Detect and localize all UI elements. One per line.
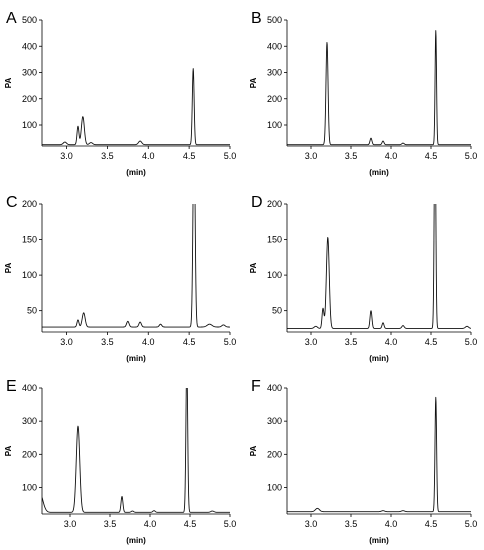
y-tick-label: 200 xyxy=(22,449,37,459)
y-tick-label: 100 xyxy=(267,120,282,130)
y-tick-label: 400 xyxy=(267,383,282,393)
x-tick-label: 3.5 xyxy=(345,337,358,347)
y-tick-label: 150 xyxy=(22,235,37,245)
y-tick-label: 300 xyxy=(267,68,282,78)
y-tick-label: 100 xyxy=(22,482,37,492)
y-tick-label: 200 xyxy=(267,199,282,209)
x-tick-label: 3.5 xyxy=(101,337,114,347)
x-axis-label: (min) xyxy=(369,536,389,545)
y-axis-label: PA xyxy=(249,78,258,89)
y-tick-label: 200 xyxy=(267,449,282,459)
y-tick-label: 100 xyxy=(22,270,37,280)
x-axis-label: (min) xyxy=(126,354,146,363)
y-axis-label: PA xyxy=(249,263,258,274)
x-tick-label: 3.0 xyxy=(305,151,318,161)
x-tick-label: 5.0 xyxy=(465,519,478,529)
chromatogram-trace xyxy=(42,204,231,328)
x-tick-label: 4.5 xyxy=(183,337,196,347)
x-tick-label: 4.5 xyxy=(425,519,438,529)
x-tick-label: 4.5 xyxy=(183,151,196,161)
y-tick-label: 500 xyxy=(267,15,282,25)
panel-letter: B xyxy=(251,10,262,27)
panel-c: 50 100 150 200 3.0 3.5 4.0 4.5 5.0 (min) PA C xyxy=(4,194,237,363)
panel-e: 100 200 300 400 3.0 3.5 4.0 4.5 5.0 (min) PA E xyxy=(4,378,237,545)
y-tick-label: 100 xyxy=(267,482,282,492)
x-tick-label: 4.0 xyxy=(385,519,398,529)
y-tick-label: 100 xyxy=(267,270,282,280)
x-tick-label: 3.0 xyxy=(305,337,318,347)
x-tick-label: 5.0 xyxy=(224,151,237,161)
chromatogram-trace xyxy=(287,30,472,146)
y-axis-label: PA xyxy=(4,78,13,89)
panel-letter: F xyxy=(251,378,261,395)
x-tick-label: 4.0 xyxy=(385,337,398,347)
x-tick-label: 4.5 xyxy=(425,151,438,161)
x-tick-label: 3.5 xyxy=(345,519,358,529)
x-tick-label: 4.0 xyxy=(142,151,155,161)
panel-letter: D xyxy=(251,194,263,211)
y-tick-label: 300 xyxy=(22,68,37,78)
panel-letter: C xyxy=(6,194,18,211)
panel-f: 100 200 300 400 3.0 3.5 4.0 4.5 5.0 (min) PA F xyxy=(249,378,477,545)
y-tick-label: 200 xyxy=(22,199,37,209)
chromatogram-trace xyxy=(42,388,231,513)
y-tick-label: 500 xyxy=(22,15,37,25)
y-tick-label: 50 xyxy=(272,306,282,316)
y-tick-label: 400 xyxy=(22,383,37,393)
panel-letter: E xyxy=(6,378,17,395)
x-axis-label: (min) xyxy=(126,536,146,545)
panel-b: 100 200 300 400 500 3.0 3.5 4.0 4.5 5.0 (min) PA B xyxy=(249,10,477,177)
x-axis-label: (min) xyxy=(369,168,389,177)
x-tick-label: 3.5 xyxy=(101,151,114,161)
y-axis-label: PA xyxy=(4,446,13,457)
chromatogram-trace xyxy=(287,396,472,513)
y-tick-label: 100 xyxy=(22,120,37,130)
x-tick-label: 4.0 xyxy=(142,337,155,347)
y-tick-label: 300 xyxy=(22,416,37,426)
x-axis-label: (min) xyxy=(369,354,389,363)
x-tick-label: 4.0 xyxy=(144,519,157,529)
x-tick-label: 3.0 xyxy=(60,337,73,347)
x-tick-label: 4.5 xyxy=(425,337,438,347)
x-axis-label: (min) xyxy=(126,168,146,177)
y-tick-label: 50 xyxy=(27,306,37,316)
y-axis-label: PA xyxy=(249,446,258,457)
panel-letter: A xyxy=(6,10,17,27)
x-tick-label: 5.0 xyxy=(224,519,237,529)
x-tick-label: 3.5 xyxy=(104,519,117,529)
y-tick-label: 150 xyxy=(267,235,282,245)
chromatogram-trace xyxy=(287,204,472,329)
x-tick-label: 5.0 xyxy=(465,337,478,347)
x-tick-label: 3.0 xyxy=(60,151,73,161)
y-axis-label: PA xyxy=(4,263,13,274)
y-tick-label: 200 xyxy=(267,94,282,104)
x-tick-label: 4.0 xyxy=(385,151,398,161)
y-tick-label: 400 xyxy=(22,41,37,51)
panel-a: 100 200 300 400 500 3.0 3.5 4.0 4.5 5.0 (min) PA A xyxy=(4,10,236,177)
y-tick-label: 400 xyxy=(267,41,282,51)
x-tick-label: 5.0 xyxy=(465,151,478,161)
x-tick-label: 5.0 xyxy=(224,337,237,347)
x-tick-label: 3.0 xyxy=(305,519,318,529)
chromatogram-trace xyxy=(42,68,231,146)
y-tick-label: 200 xyxy=(22,94,37,104)
x-tick-label: 3.5 xyxy=(345,151,358,161)
x-tick-label: 4.5 xyxy=(184,519,197,529)
panel-d: 50 100 150 200 3.0 3.5 4.0 4.5 5.0 (min) PA D xyxy=(249,194,478,363)
x-tick-label: 3.0 xyxy=(64,519,77,529)
y-tick-label: 300 xyxy=(267,416,282,426)
